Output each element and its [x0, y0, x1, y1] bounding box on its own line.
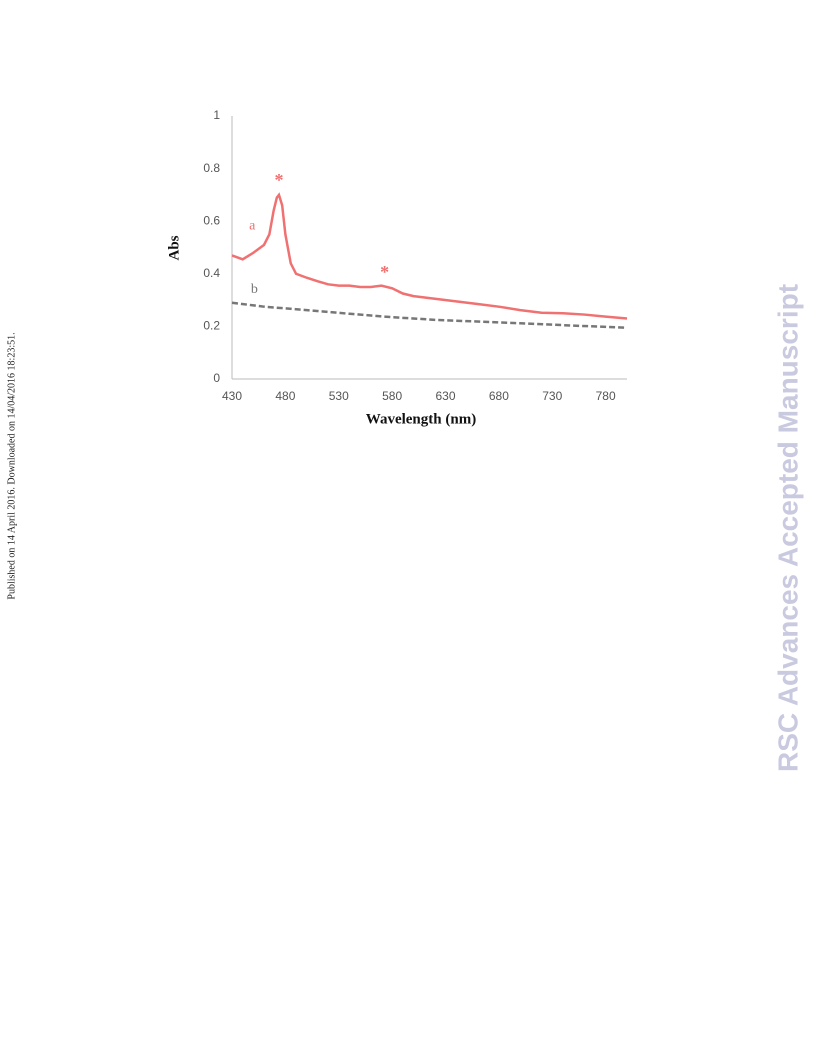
y-tick-label: 0	[213, 371, 220, 385]
x-axis-label: Wavelength (nm)	[366, 411, 476, 427]
x-tick-label: 430	[222, 389, 242, 403]
x-tick-label: 730	[542, 389, 562, 403]
y-tick-label: 1	[213, 108, 220, 122]
y-tick-label: 0.4	[203, 266, 220, 280]
x-tick-label: 530	[329, 389, 349, 403]
annotation: *	[274, 170, 283, 190]
y-axis-label: Abs	[166, 235, 182, 260]
y-tick-label: 0.2	[203, 319, 220, 333]
x-tick-label: 480	[275, 389, 295, 403]
side-note: Published on 14 April 2016. Downloaded o…	[6, 332, 17, 599]
x-tick-label: 630	[435, 389, 455, 403]
annotation: b	[251, 282, 258, 297]
data-line	[231, 301, 628, 329]
x-tick-label: 580	[382, 389, 402, 403]
watermark: RSC Advances Accepted Manuscript	[772, 284, 803, 772]
x-tick-label: 780	[596, 389, 616, 403]
y-tick-label: 0.6	[203, 213, 220, 227]
x-tick-label: 680	[489, 389, 509, 403]
annotation: *	[380, 262, 389, 282]
data-line	[231, 192, 628, 320]
annotation: a	[249, 219, 256, 234]
y-tick-label: 0.8	[203, 161, 220, 175]
